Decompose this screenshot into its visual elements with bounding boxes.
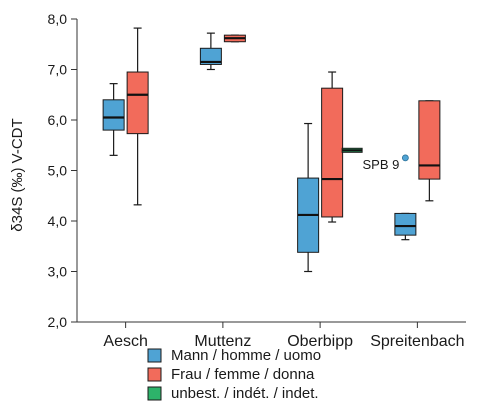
y-axis-label: δ34S (‰) V-CDT <box>9 118 26 231</box>
box-body <box>102 99 125 131</box>
box-spreitenbach-1 <box>418 100 441 202</box>
box-oberbipp-1 <box>321 71 344 223</box>
y-tick-label: 2,0 <box>48 314 68 330</box>
box-oberbipp-2 <box>341 147 363 153</box>
box-body <box>418 100 441 180</box>
x-tick-label: Oberbipp <box>287 333 353 350</box>
box-body <box>321 87 344 218</box>
x-tick-label: Aesch <box>103 333 147 350</box>
box-aesch-0 <box>102 83 125 156</box>
outlier-point <box>401 154 409 162</box>
legend-item: Frau / femme / donna <box>147 366 315 383</box>
legend-swatch <box>147 348 162 363</box>
box-body <box>394 212 417 236</box>
y-tick-label: 5,0 <box>48 163 68 179</box>
y-tick-label: 6,0 <box>48 112 68 128</box>
legend-swatch <box>147 367 162 382</box>
box-body <box>199 47 222 65</box>
legend-label: Mann / homme / uomo <box>171 347 321 364</box>
x-tick-label: Spreitenbach <box>370 333 464 350</box>
legend-label: Frau / femme / donna <box>171 366 315 383</box>
legend-item: Mann / homme / uomo <box>147 347 321 364</box>
y-tick-label: 8,0 <box>48 11 68 27</box>
box-spreitenbach-0 <box>394 212 417 241</box>
box-body <box>126 71 149 135</box>
legend-label: unbest. / indét. / indet. <box>171 385 319 402</box>
box-aesch-1 <box>126 27 149 206</box>
legend-swatch <box>147 386 162 401</box>
y-tick-label: 4,0 <box>48 213 68 229</box>
box-oberbipp-0 <box>297 122 320 273</box>
outlier-label: SPB 9 <box>363 157 400 172</box>
y-tick-label: 3,0 <box>48 264 68 280</box>
y-tick-label: 7,0 <box>48 62 68 78</box>
x-tick-label: Muttenz <box>194 333 251 350</box>
legend-item: unbest. / indét. / indet. <box>147 385 319 402</box>
box-muttenz-0 <box>199 32 222 71</box>
box-muttenz-1 <box>223 34 246 43</box>
